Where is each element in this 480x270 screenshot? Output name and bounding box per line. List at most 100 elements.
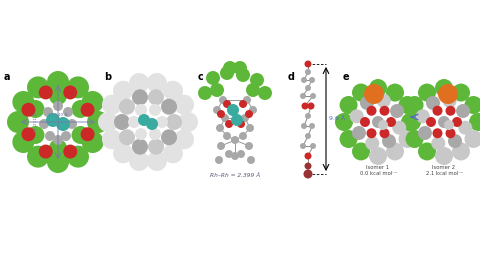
Text: c: c bbox=[198, 72, 204, 82]
Text: 17.540 Å: 17.540 Å bbox=[48, 113, 68, 117]
Text: a: a bbox=[4, 72, 11, 82]
Circle shape bbox=[63, 144, 77, 158]
Circle shape bbox=[386, 117, 396, 127]
Circle shape bbox=[49, 139, 67, 157]
Circle shape bbox=[364, 84, 384, 104]
Circle shape bbox=[147, 151, 167, 171]
Circle shape bbox=[47, 71, 69, 93]
Circle shape bbox=[309, 123, 315, 129]
Circle shape bbox=[148, 139, 164, 155]
Circle shape bbox=[243, 96, 251, 104]
Circle shape bbox=[135, 104, 147, 116]
Circle shape bbox=[47, 151, 69, 173]
Circle shape bbox=[239, 132, 247, 140]
Circle shape bbox=[360, 96, 374, 110]
Circle shape bbox=[304, 153, 312, 160]
Circle shape bbox=[418, 83, 436, 102]
Circle shape bbox=[215, 156, 223, 164]
Circle shape bbox=[360, 117, 370, 127]
Circle shape bbox=[174, 95, 194, 115]
Circle shape bbox=[435, 147, 453, 165]
Circle shape bbox=[67, 146, 89, 168]
Circle shape bbox=[443, 94, 456, 108]
Circle shape bbox=[163, 143, 183, 163]
Circle shape bbox=[365, 136, 379, 150]
Circle shape bbox=[398, 96, 417, 114]
Circle shape bbox=[465, 130, 480, 148]
Circle shape bbox=[305, 69, 311, 75]
Circle shape bbox=[452, 143, 470, 160]
Circle shape bbox=[148, 89, 164, 105]
Circle shape bbox=[339, 96, 358, 114]
Circle shape bbox=[301, 103, 309, 110]
Circle shape bbox=[72, 100, 89, 118]
Circle shape bbox=[166, 114, 182, 130]
Circle shape bbox=[63, 107, 73, 117]
Circle shape bbox=[216, 124, 224, 132]
Circle shape bbox=[206, 71, 220, 85]
Circle shape bbox=[438, 84, 458, 104]
Circle shape bbox=[258, 86, 272, 100]
Circle shape bbox=[369, 147, 387, 165]
Circle shape bbox=[300, 93, 306, 99]
Circle shape bbox=[198, 86, 212, 100]
Circle shape bbox=[231, 114, 243, 126]
Circle shape bbox=[350, 109, 364, 123]
Circle shape bbox=[456, 104, 470, 118]
Circle shape bbox=[114, 114, 130, 130]
Text: e: e bbox=[343, 72, 349, 82]
Circle shape bbox=[39, 119, 49, 129]
Circle shape bbox=[81, 103, 95, 117]
Circle shape bbox=[129, 73, 149, 93]
Circle shape bbox=[352, 83, 370, 102]
Circle shape bbox=[149, 104, 161, 116]
Circle shape bbox=[161, 99, 177, 115]
Circle shape bbox=[81, 127, 95, 141]
Circle shape bbox=[67, 76, 89, 98]
Text: Isomer 2
2.1 kcal mol⁻¹: Isomer 2 2.1 kcal mol⁻¹ bbox=[425, 165, 463, 176]
Circle shape bbox=[452, 83, 470, 102]
Circle shape bbox=[416, 109, 430, 123]
Circle shape bbox=[22, 103, 36, 117]
Circle shape bbox=[305, 85, 311, 91]
Circle shape bbox=[339, 130, 358, 148]
Circle shape bbox=[147, 73, 167, 93]
Circle shape bbox=[132, 139, 148, 155]
Circle shape bbox=[174, 129, 194, 149]
Circle shape bbox=[310, 93, 316, 99]
Circle shape bbox=[303, 170, 312, 178]
Text: b: b bbox=[104, 72, 111, 82]
Circle shape bbox=[390, 104, 404, 118]
Circle shape bbox=[22, 127, 36, 141]
Circle shape bbox=[398, 130, 417, 148]
Circle shape bbox=[61, 131, 71, 141]
Circle shape bbox=[45, 131, 55, 141]
Circle shape bbox=[237, 150, 245, 158]
Circle shape bbox=[27, 146, 49, 168]
Circle shape bbox=[129, 151, 149, 171]
Circle shape bbox=[146, 118, 158, 130]
Circle shape bbox=[444, 120, 454, 130]
Circle shape bbox=[113, 81, 133, 101]
Circle shape bbox=[401, 113, 419, 131]
Circle shape bbox=[138, 114, 150, 126]
Circle shape bbox=[246, 124, 254, 132]
Circle shape bbox=[26, 100, 45, 118]
Circle shape bbox=[72, 126, 89, 144]
Circle shape bbox=[46, 113, 60, 127]
Circle shape bbox=[469, 113, 480, 131]
Circle shape bbox=[445, 128, 456, 138]
Circle shape bbox=[233, 61, 247, 75]
Circle shape bbox=[352, 143, 370, 160]
Circle shape bbox=[301, 77, 307, 83]
Circle shape bbox=[135, 128, 147, 140]
Circle shape bbox=[225, 120, 233, 128]
Circle shape bbox=[406, 96, 423, 114]
Circle shape bbox=[308, 103, 314, 110]
Circle shape bbox=[82, 91, 104, 113]
Circle shape bbox=[239, 100, 247, 108]
Circle shape bbox=[98, 112, 118, 132]
Circle shape bbox=[305, 133, 311, 139]
Circle shape bbox=[372, 116, 384, 128]
Text: d: d bbox=[288, 72, 295, 82]
